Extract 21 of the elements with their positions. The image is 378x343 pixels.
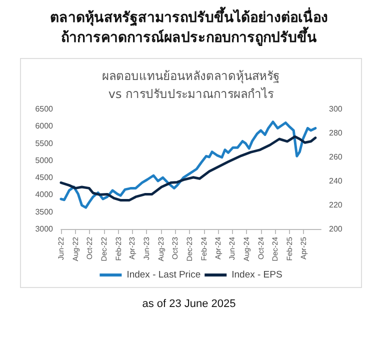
y-tick-label: 4500 [35,173,54,182]
y-tick-label: 3000 [35,224,54,234]
y-tick-label: 5500 [35,138,54,148]
legend-label: Index - Last Price [126,270,201,280]
chart-title: ตลาดหุ้นสหรัฐสามารถปรับขึ้นได้อย่างต่อเนื่อง ถ้าการคาดการณ์ผลประกอบการถูกปรับขึ้น [49,8,329,48]
chart-subtitle: ผลตอบแทนย้อนหลังตลาดหุ้นสหรัฐ vs การปรับประมาณการผลกำไร [101,68,281,103]
legend-label: Index - EPS [232,270,282,280]
y-tick-label: 6000 [35,122,54,131]
y-tick-label: 4000 [35,190,54,200]
line-series [60,120,317,209]
y2-tick-label: 260 [329,152,343,162]
y2-tick-label: 200 [329,224,343,234]
y2-tick-label: 240 [329,176,343,186]
line-series [60,135,317,202]
y2-tick-label: 220 [329,200,343,210]
y-tick-label: 6500 [35,104,54,114]
y-tick-label: 5000 [35,156,54,165]
y2-tick-label: 300 [329,104,343,114]
y-tick-label: 3500 [35,207,54,216]
text: as of 23 June 2025 [141,298,237,310]
y2-tick-label: 280 [329,128,343,138]
